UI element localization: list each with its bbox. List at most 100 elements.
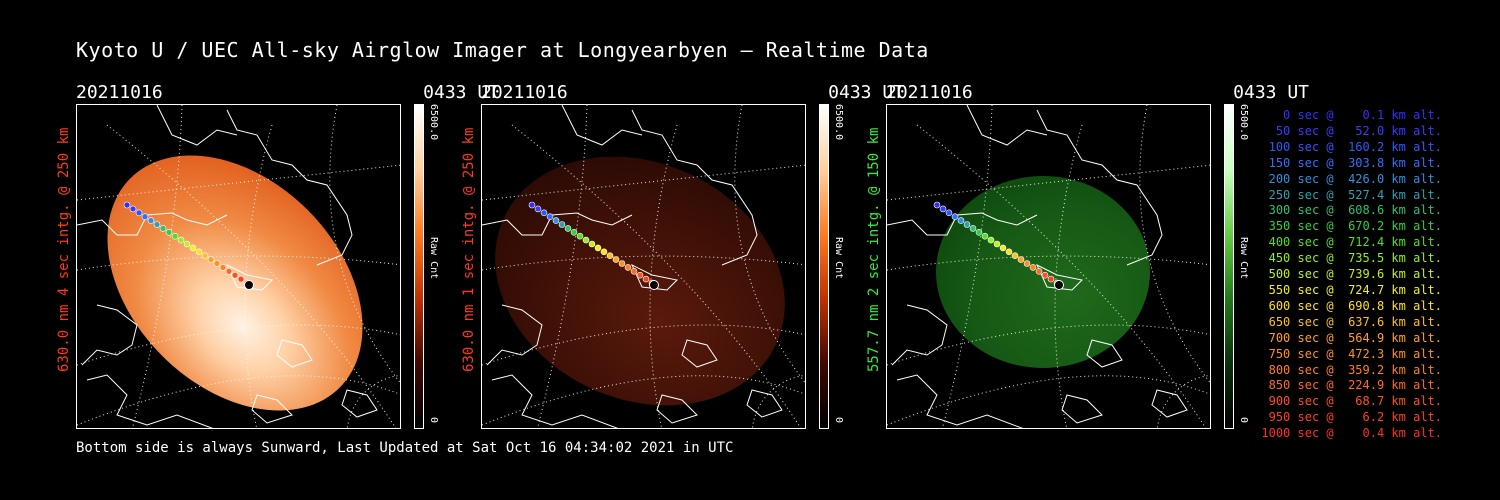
sky-map	[887, 105, 1210, 428]
legend-entry: 50 sec @ 52.0 km alt.	[1261, 123, 1442, 138]
colorbar-min-label: 0	[1238, 417, 1249, 424]
legend-entry: 500 sec @ 739.6 km alt.	[1261, 267, 1442, 282]
trajectory-point	[963, 221, 971, 228]
trajectory	[933, 201, 1064, 290]
trajectory-point	[600, 248, 608, 256]
trajectory	[528, 201, 659, 290]
trajectory-point	[933, 201, 941, 209]
trajectory-point	[642, 275, 650, 283]
trajectory-point	[564, 225, 572, 232]
trajectory-point	[624, 264, 632, 271]
sky-disk	[107, 155, 363, 411]
trajectory-point	[237, 275, 245, 283]
trajectory-point	[981, 232, 989, 240]
trajectory-point	[534, 205, 542, 213]
trajectory-point	[207, 256, 215, 263]
legend-entry: 150 sec @ 303.8 km alt.	[1261, 155, 1442, 170]
trajectory-point	[975, 229, 983, 236]
colorbar	[414, 104, 424, 429]
trajectory-point	[1035, 268, 1043, 275]
legend-entry: 700 sec @ 564.9 km alt.	[1261, 330, 1442, 345]
trajectory-point	[957, 217, 965, 224]
page-title: Kyoto U / UEC All-sky Airglow Imager at …	[76, 38, 929, 62]
trajectory-point	[201, 252, 209, 259]
allsky-image	[886, 104, 1211, 429]
trajectory-point	[135, 209, 143, 217]
colorbar-min-label: 0	[428, 417, 439, 424]
panel-630nm-1sec: 20211016 0433 UT 6500.0 Raw Cnt 0 630.0 …	[461, 82, 904, 432]
colorbar	[1224, 104, 1234, 429]
trajectory-point	[189, 244, 197, 252]
coastline	[887, 105, 1188, 428]
station-marker	[649, 280, 659, 290]
legend-entry: 400 sec @ 712.4 km alt.	[1261, 235, 1442, 250]
colorbar-max-label: 6500.0	[428, 104, 439, 141]
panel-side-label: 557.7 nm 2 sec intg. @ 150 km	[866, 127, 882, 372]
trajectory-point	[231, 271, 239, 279]
legend-entry: 1000 sec @ 0.4 km alt.	[1261, 426, 1442, 441]
trajectory-point	[630, 268, 638, 275]
sky-disk	[936, 176, 1150, 368]
trajectory-point	[618, 260, 626, 267]
panel-time: 0433 UT	[828, 82, 904, 103]
legend-entry: 550 sec @ 724.7 km alt.	[1261, 282, 1442, 297]
trajectory-point	[123, 201, 131, 209]
trajectory-point	[570, 229, 578, 236]
trajectory-point	[165, 229, 173, 236]
legend-entry: 800 sec @ 359.2 km alt.	[1261, 362, 1442, 377]
legend-entry: 950 sec @ 6.2 km alt.	[1261, 410, 1442, 425]
sky-map	[482, 105, 805, 428]
station-marker	[244, 280, 254, 290]
colorbar	[819, 104, 829, 429]
trajectory-point	[129, 205, 137, 213]
legend-entry: 850 sec @ 224.9 km alt.	[1261, 378, 1442, 393]
panel-time: 0433 UT	[1233, 82, 1309, 103]
sky-map	[77, 105, 400, 428]
colorbar-unit-label: Raw Cnt	[833, 237, 844, 280]
colorbar-unit-label: Raw Cnt	[1238, 237, 1249, 280]
trajectory-point	[147, 217, 155, 224]
trajectory-point	[576, 232, 584, 240]
colorbar-max-label: 6500.0	[833, 104, 844, 141]
panel-630nm-4sec: 20211016 0433 UT 6500.0 Raw Cnt 0 630.0 …	[56, 82, 499, 432]
trajectory-point	[153, 221, 161, 228]
legend-entry: 250 sec @ 527.4 km alt.	[1261, 187, 1442, 202]
trajectory-point	[1011, 252, 1019, 259]
panel-date: 20211016	[481, 82, 568, 103]
trajectory-point	[141, 213, 149, 220]
trajectory-point	[540, 209, 548, 217]
legend-entry: 900 sec @ 68.7 km alt.	[1261, 394, 1442, 409]
trajectory-point	[594, 244, 602, 252]
trajectory-point	[528, 201, 536, 209]
trajectory-point	[987, 236, 995, 244]
coastline	[482, 105, 783, 428]
colorbar-unit-label: Raw Cnt	[428, 237, 439, 280]
altitude-legend: 0 sec @ 0.1 km alt. 50 sec @ 52.0 km alt…	[1261, 108, 1442, 442]
trajectory-point	[993, 240, 1001, 248]
trajectory-point	[612, 256, 620, 263]
trajectory-point	[552, 217, 560, 224]
colorbar-min-label: 0	[833, 417, 844, 424]
trajectory-point	[225, 268, 233, 275]
trajectory-point	[606, 252, 614, 259]
trajectory-point	[945, 209, 953, 217]
trajectory-point	[1047, 275, 1055, 283]
panel-side-label: 630.0 nm 1 sec intg. @ 250 km	[461, 127, 477, 372]
trajectory-point	[582, 236, 590, 244]
trajectory-point	[546, 213, 554, 220]
station-marker	[1054, 280, 1064, 290]
trajectory-point	[969, 225, 977, 232]
trajectory-point	[951, 213, 959, 220]
trajectory-point	[1023, 260, 1031, 267]
allsky-image	[76, 104, 401, 429]
legend-entry: 750 sec @ 472.3 km alt.	[1261, 346, 1442, 361]
trajectory-point	[219, 264, 227, 271]
trajectory-point	[1041, 271, 1049, 279]
trajectory-point	[171, 232, 179, 240]
trajectory-point	[1029, 264, 1037, 271]
legend-entry: 450 sec @ 735.5 km alt.	[1261, 251, 1442, 266]
trajectory-point	[159, 225, 167, 232]
panel-time: 0433 UT	[423, 82, 499, 103]
trajectory-point	[177, 236, 185, 244]
trajectory-point	[939, 205, 947, 213]
